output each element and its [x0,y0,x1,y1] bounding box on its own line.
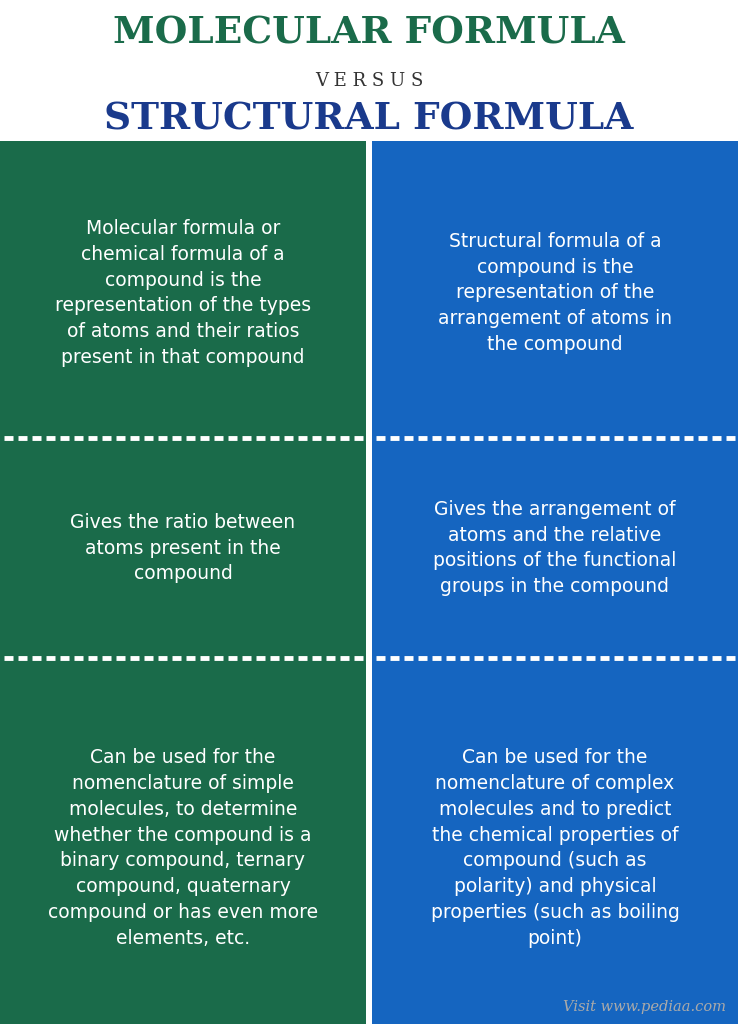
Bar [0,438,366,658]
Text: Can be used for the
nomenclature of complex
molecules and to predict
the chemica: Can be used for the nomenclature of comp… [430,749,680,947]
Text: Molecular formula or
chemical formula of a
compound is the
representation of the: Molecular formula or chemical formula of… [55,219,311,367]
Text: Can be used for the
nomenclature of simple
molecules, to determine
whether the c: Can be used for the nomenclature of simp… [48,749,318,947]
Bar [372,141,738,148]
Text: Gives the ratio between
atoms present in the
compound: Gives the ratio between atoms present in… [70,513,295,584]
Bar [0,141,366,148]
Text: Structural formula of a
compound is the
representation of the
arrangement of ato: Structural formula of a compound is the … [438,232,672,354]
Text: STRUCTURAL FORMULA: STRUCTURAL FORMULA [104,100,634,137]
Text: Visit www.pediaa.com: Visit www.pediaa.com [563,1000,726,1014]
Text: Gives the arrangement of
atoms and the relative
positions of the functional
grou: Gives the arrangement of atoms and the r… [433,500,677,596]
Bar [372,438,738,658]
Bar [372,658,738,1024]
Bar [372,148,738,438]
Text: V E R S U S: V E R S U S [315,72,423,90]
Text: MOLECULAR FORMULA: MOLECULAR FORMULA [113,14,625,51]
Bar [0,148,366,438]
Bar [0,658,366,1024]
